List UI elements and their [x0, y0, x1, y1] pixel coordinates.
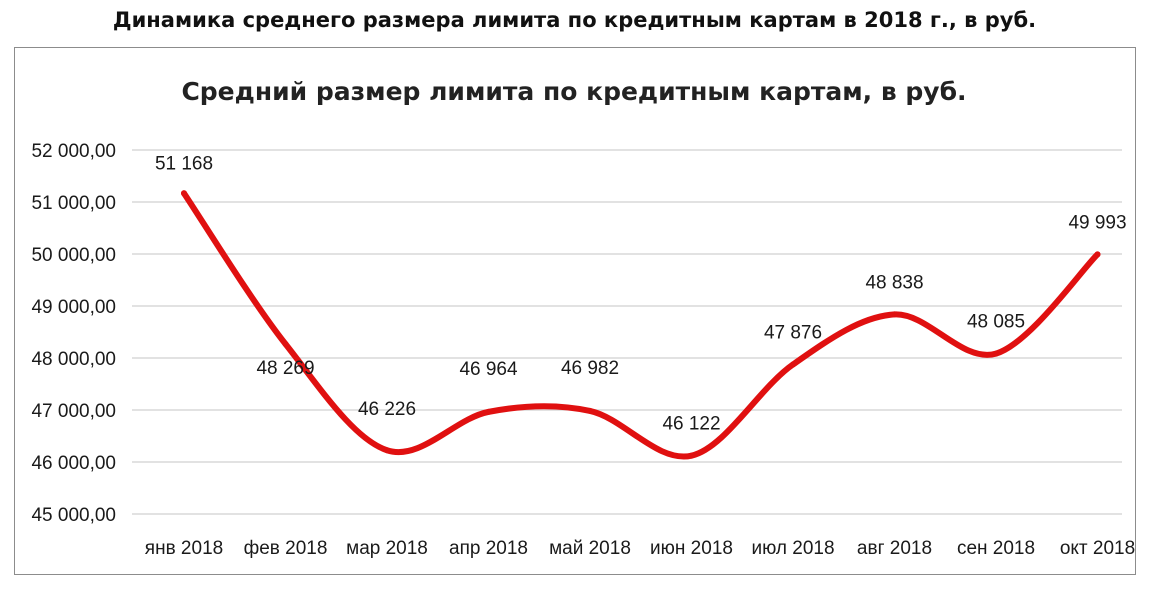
data-label: 46 122	[662, 414, 720, 435]
data-point	[891, 311, 898, 318]
y-tick-label: 45 000,00	[31, 505, 116, 526]
gridlines	[132, 149, 1122, 515]
x-tick-label: сен 2018	[957, 538, 1035, 559]
y-tick-label: 48 000,00	[31, 349, 116, 370]
y-tick-label: 50 000,00	[31, 245, 116, 266]
y-tick-label: 51 000,00	[31, 193, 116, 214]
x-axis-ticks: янв 2018 фев 2018 мар 2018 апр 2018 май 2018…	[145, 538, 1135, 559]
series-line	[181, 190, 1101, 460]
x-tick-label: апр 2018	[449, 538, 528, 559]
chart-frame	[14, 47, 1136, 575]
y-axis-ticks: 45 000,00 46 000,00 47 000,00 48 000,00 49 0…	[31, 141, 116, 526]
x-tick-label: авг 2018	[857, 538, 932, 559]
data-label: 48 269	[256, 358, 314, 379]
data-point	[790, 361, 796, 368]
x-tick-label: май 2018	[549, 538, 631, 559]
data-label: 48 085	[967, 312, 1025, 333]
y-tick-label: 47 000,00	[31, 401, 116, 422]
x-tick-label: янв 2018	[145, 538, 223, 559]
y-tick-label: 49 000,00	[31, 297, 116, 318]
data-label: 51 168	[155, 153, 213, 174]
data-label: 46 982	[561, 358, 619, 379]
x-tick-label: окт 2018	[1060, 538, 1135, 559]
data-label: 49 993	[1068, 212, 1126, 233]
x-tick-label: фев 2018	[244, 538, 328, 559]
data-point	[587, 407, 593, 414]
x-tick-label: мар 2018	[346, 538, 428, 559]
data-point	[688, 452, 695, 459]
data-point	[384, 447, 390, 454]
chart-title: Средний размер лимита по кредитным карта…	[181, 77, 966, 106]
page-title: Динамика среднего размера лимита по кред…	[112, 8, 1037, 32]
data-label: 46 226	[358, 399, 416, 420]
data-point	[993, 350, 999, 357]
data-point	[1094, 251, 1101, 258]
data-label: 46 964	[459, 359, 518, 380]
data-labels: 51 168 48 269 46 226 46 964 46 982 46 122 47 8…	[155, 153, 1127, 434]
data-label: 48 838	[865, 272, 923, 293]
data-point	[485, 408, 492, 415]
y-tick-label: 46 000,00	[31, 453, 116, 474]
y-tick-label: 52 000,00	[31, 141, 116, 162]
x-tick-label: июн 2018	[650, 538, 733, 559]
data-point	[282, 341, 289, 348]
series-layer	[181, 190, 1101, 460]
data-label: 47 876	[764, 322, 822, 343]
data-point	[181, 190, 187, 197]
x-tick-label: июл 2018	[751, 538, 834, 559]
